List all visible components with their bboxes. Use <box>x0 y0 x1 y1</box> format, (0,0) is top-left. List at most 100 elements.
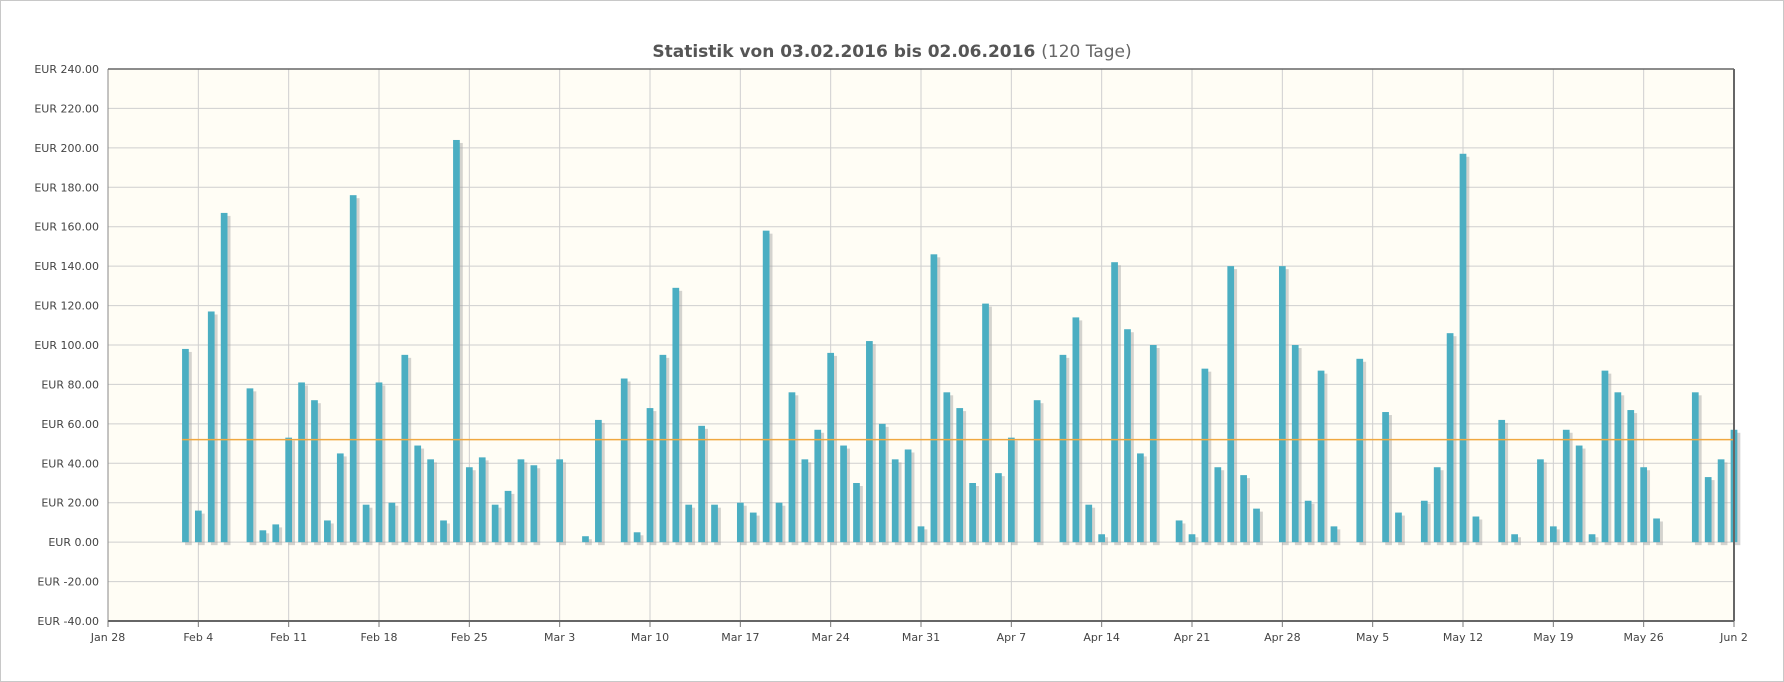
bar <box>1098 534 1106 543</box>
x-tick-label: Feb 4 <box>183 631 213 644</box>
bar <box>840 445 847 543</box>
y-tick-label: EUR 200.00 <box>34 142 99 155</box>
x-tick-label: Apr 21 <box>1174 631 1211 644</box>
bar <box>465 467 473 543</box>
y-tick-label: EUR 160.00 <box>34 221 99 234</box>
bar <box>517 459 525 543</box>
bar <box>298 382 305 543</box>
bar-shadow <box>585 539 592 546</box>
x-tick-label: May 19 <box>1533 631 1573 644</box>
bar <box>1575 445 1583 543</box>
y-tick-label: EUR -40.00 <box>37 615 99 628</box>
bar <box>1704 477 1712 543</box>
bar <box>982 303 989 543</box>
bar <box>182 348 189 543</box>
bar <box>1382 412 1389 543</box>
bar <box>1072 317 1080 543</box>
y-tick-label: EUR 80.00 <box>41 378 99 391</box>
bar <box>1446 333 1454 543</box>
bar <box>1175 520 1183 543</box>
plot-area: EUR 240.00 EUR 220.00 EUR 200.00 EUR 180.00… <box>34 63 1747 644</box>
bar <box>311 400 318 543</box>
bar <box>827 352 835 543</box>
x-tick-label: Feb 18 <box>361 631 398 644</box>
bar <box>259 530 267 543</box>
bar <box>1149 345 1157 543</box>
x-tick-label: Jan 28 <box>90 631 125 644</box>
bar <box>401 354 409 543</box>
y-tick-label: EUR 240.00 <box>34 63 99 76</box>
bar <box>453 139 460 543</box>
bar <box>324 520 331 543</box>
bar <box>1459 153 1467 543</box>
x-tick-label: Feb 25 <box>451 631 488 644</box>
bar <box>582 536 589 543</box>
bar <box>375 382 383 543</box>
bar <box>1201 368 1209 543</box>
bar <box>1278 266 1286 543</box>
bar <box>685 504 693 543</box>
bar <box>478 457 486 543</box>
x-tick-label: Apr 14 <box>1083 631 1120 644</box>
bar <box>336 453 344 543</box>
bar <box>866 341 873 543</box>
bar <box>891 459 899 543</box>
bar <box>1007 437 1015 543</box>
x-tick-label: Apr 7 <box>997 631 1027 644</box>
x-tick-label: Mar 3 <box>544 631 575 644</box>
bar <box>1433 467 1441 543</box>
x-tick-label: Mar 10 <box>631 631 669 644</box>
bar <box>659 354 667 543</box>
bar <box>1137 453 1144 543</box>
bar <box>388 502 396 543</box>
bar <box>814 429 822 543</box>
bar <box>1291 345 1299 543</box>
bar <box>1537 459 1544 543</box>
y-tick-label: EUR 0.00 <box>48 536 99 549</box>
bar <box>207 311 215 543</box>
y-tick-label: EUR 100.00 <box>34 339 99 352</box>
bar <box>1562 429 1570 543</box>
x-tick-label: Mar 31 <box>902 631 940 644</box>
x-tick-label: Feb 11 <box>270 631 307 644</box>
bar <box>1420 500 1428 543</box>
bar <box>1653 518 1660 543</box>
bar <box>930 254 938 543</box>
bar <box>1588 534 1596 543</box>
bar <box>1240 475 1247 543</box>
bar <box>1304 500 1312 543</box>
bar <box>285 437 293 543</box>
bar <box>1498 419 1506 543</box>
bar <box>1511 534 1518 543</box>
bar <box>1601 370 1609 543</box>
bar <box>853 483 860 543</box>
x-tick-label: Apr 28 <box>1264 631 1301 644</box>
y-tick-label: EUR 40.00 <box>41 457 99 470</box>
bar <box>1085 504 1093 543</box>
bar <box>633 532 641 543</box>
bar <box>788 392 796 543</box>
y-tick-label: EUR 140.00 <box>34 260 99 273</box>
bar <box>943 392 951 543</box>
bar <box>1188 534 1196 543</box>
y-tick-label: EUR -20.00 <box>37 576 99 589</box>
bar <box>1124 329 1131 543</box>
bar <box>440 520 447 543</box>
bar <box>194 510 202 543</box>
bar <box>1640 467 1648 543</box>
bar <box>595 419 602 543</box>
bar <box>414 445 422 543</box>
chart-title-sub: (120 Tage) <box>1041 42 1131 62</box>
x-tick-label: Mar 17 <box>721 631 759 644</box>
bar <box>246 388 254 543</box>
chart-title-main: Statistik von 03.02.2016 bis 02.06.2016 <box>652 42 1035 62</box>
bar <box>711 504 718 543</box>
bar <box>775 502 783 543</box>
bar <box>220 212 228 543</box>
bar <box>491 504 499 543</box>
bar <box>556 459 564 543</box>
x-tick-label: May 12 <box>1443 631 1483 644</box>
bar <box>646 408 654 543</box>
